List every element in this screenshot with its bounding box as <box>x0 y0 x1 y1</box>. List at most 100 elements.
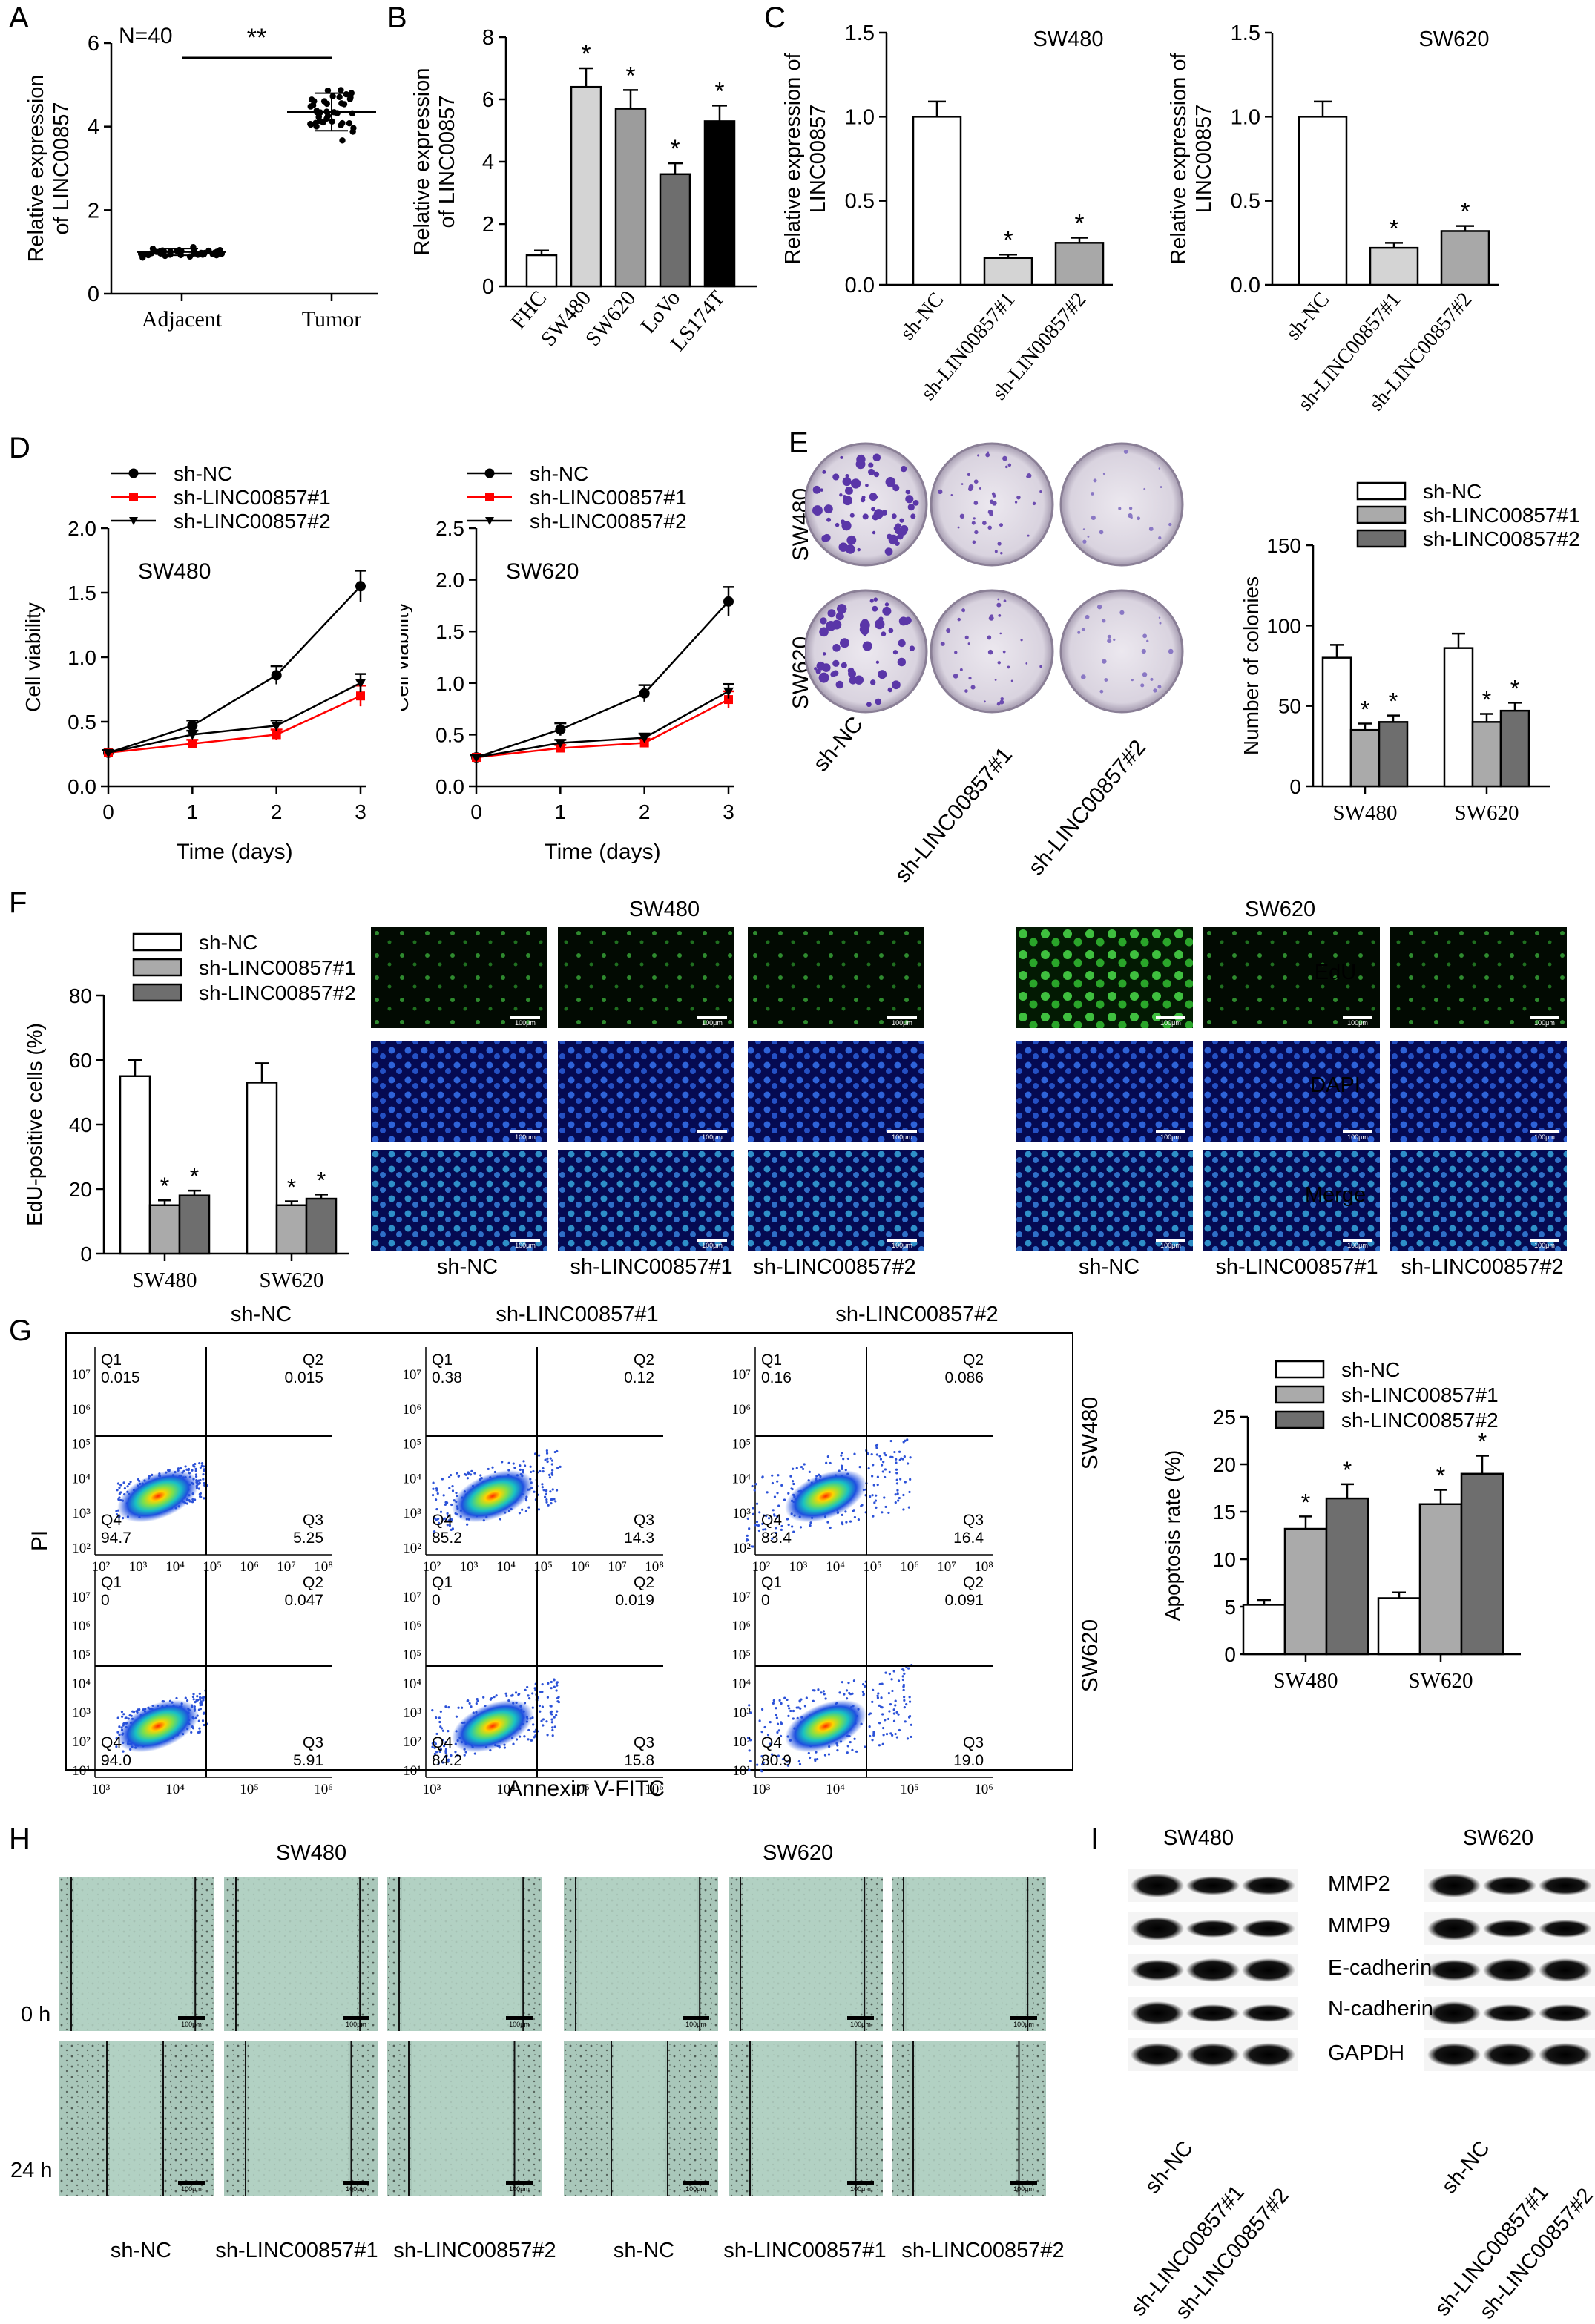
colony <box>819 627 829 637</box>
event-dot <box>860 1504 863 1507</box>
event-dot <box>435 1498 438 1501</box>
event-dot <box>858 1466 861 1469</box>
quadrant-name: Q2 <box>303 1574 323 1591</box>
event-dot <box>760 1731 763 1734</box>
event-dot <box>884 1453 887 1457</box>
legend-marker <box>129 493 138 501</box>
event-dot <box>538 1704 542 1708</box>
quadrant-name: Q2 <box>634 1352 654 1369</box>
wound-gap <box>74 1877 193 2031</box>
event-dot <box>792 1480 795 1483</box>
event-dot <box>846 1745 849 1748</box>
event-dot <box>432 1481 435 1484</box>
event-dot <box>769 1721 772 1724</box>
blot-protein-ecad: E-cadherin <box>1328 1956 1433 1980</box>
colony <box>998 614 1002 617</box>
scale-bar-label: 100μm <box>1347 1019 1368 1027</box>
colony <box>957 526 960 529</box>
colony <box>857 547 861 552</box>
colony <box>842 477 852 487</box>
event-dot <box>469 1473 473 1476</box>
colony <box>835 612 844 621</box>
event-dot <box>448 1524 452 1527</box>
colony <box>898 639 906 648</box>
protein-band <box>1131 1959 1184 1981</box>
blot-protein-mmp9: MMP9 <box>1328 1914 1390 1938</box>
event-dot <box>799 1526 803 1529</box>
event-dot <box>908 1716 911 1719</box>
marker-circle <box>555 724 566 735</box>
data-point <box>162 252 168 260</box>
event-dot <box>551 1469 554 1472</box>
event-dot <box>884 1468 887 1471</box>
series-line <box>108 585 361 754</box>
event-dot <box>881 1726 885 1730</box>
flow-y-tick-label: 10⁵ <box>731 1437 751 1452</box>
event-dot <box>546 1734 549 1737</box>
colony <box>895 527 902 535</box>
event-dot <box>431 1742 434 1745</box>
colony <box>1002 650 1006 654</box>
flow-y-tick-label: 10² <box>72 1541 91 1556</box>
event-dot <box>884 1505 887 1509</box>
quadrant-name: Q2 <box>634 1574 654 1591</box>
colony <box>968 677 972 680</box>
event-dot <box>135 1710 138 1713</box>
y-tick-label: 1.0 <box>1231 105 1260 129</box>
event-dot <box>775 1707 777 1710</box>
colony <box>872 605 878 612</box>
flow-x-tick-label: 10⁴ <box>165 1782 185 1797</box>
scale-bar-label: 100μm <box>515 1133 536 1141</box>
flow-y-tick-label: 10⁶ <box>731 1619 751 1634</box>
legend-label: sh-LINC00857#2 <box>1423 527 1580 550</box>
event-dot <box>780 1528 783 1531</box>
colony <box>973 501 979 505</box>
y-tick-label: 50 <box>1278 695 1301 718</box>
event-dot <box>441 1761 444 1764</box>
event-dot <box>761 1522 764 1525</box>
event-dot <box>491 1466 494 1469</box>
colony <box>885 477 896 487</box>
colony <box>1160 486 1162 488</box>
quadrant-value: 19.0 <box>953 1752 984 1769</box>
event-dot <box>889 1455 892 1458</box>
event-dot <box>556 1696 559 1699</box>
event-dot <box>524 1688 527 1691</box>
event-dot <box>202 1465 205 1468</box>
event-dot <box>823 1693 826 1696</box>
flow-y-tick-label: 10⁵ <box>402 1647 421 1663</box>
colony <box>1128 506 1133 510</box>
event-dot <box>441 1739 444 1742</box>
legend-label: sh-NC <box>1341 1358 1400 1381</box>
microscopy-image <box>748 1150 924 1251</box>
protein-band <box>1186 2043 1240 2067</box>
wound-group-title-sw480: SW480 <box>276 1841 347 1865</box>
colony <box>972 540 976 544</box>
flow-y-tick-label: 10² <box>72 1734 91 1750</box>
event-dot <box>878 1455 881 1458</box>
scale-bar-label: 100μm <box>509 2185 530 2193</box>
event-dot <box>780 1484 783 1487</box>
event-dot <box>440 1727 443 1730</box>
bar <box>1499 709 1530 788</box>
event-dot <box>878 1682 881 1686</box>
colony <box>887 533 892 539</box>
scale-bar-label: 100μm <box>892 1019 912 1027</box>
panel-label-d: D <box>9 432 30 464</box>
protein-band <box>1427 1917 1481 1940</box>
colony <box>1107 634 1111 639</box>
y-axis-label: Cell viability <box>401 602 412 712</box>
colony <box>1002 455 1007 461</box>
event-dot <box>907 1667 910 1670</box>
event-dot <box>118 1487 121 1489</box>
data-point <box>149 245 157 252</box>
wound-gap <box>402 1877 521 2031</box>
event-dot <box>808 1470 811 1473</box>
scale-bar-label: 100μm <box>850 2185 871 2193</box>
flow-col-title-1: sh-NC <box>230 1303 292 1326</box>
event-dot <box>463 1754 466 1757</box>
colony <box>1158 616 1161 619</box>
scale-bar-label: 100μm <box>685 2185 706 2193</box>
event-dot <box>775 1531 777 1535</box>
